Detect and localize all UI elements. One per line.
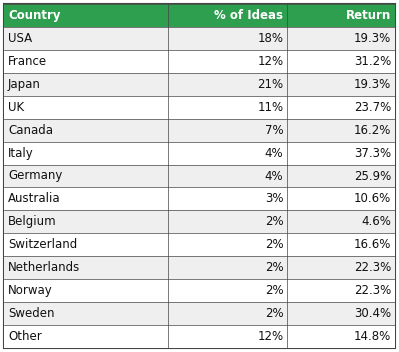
Bar	[4, 210, 395, 233]
Text: Other: Other	[8, 330, 42, 343]
Text: 31.2%: 31.2%	[354, 55, 391, 68]
Text: 30.4%: 30.4%	[354, 307, 391, 320]
Text: 11%: 11%	[257, 101, 283, 114]
Text: 19.3%: 19.3%	[354, 78, 391, 91]
Text: 4%: 4%	[265, 146, 283, 159]
Text: % of Ideas: % of Ideas	[215, 9, 283, 22]
Text: 37.3%: 37.3%	[354, 146, 391, 159]
Bar	[4, 164, 395, 188]
Text: 22.3%: 22.3%	[354, 284, 391, 297]
Text: 3%: 3%	[265, 193, 283, 206]
Bar	[4, 96, 395, 119]
Text: Sweden: Sweden	[8, 307, 55, 320]
Bar	[4, 279, 395, 302]
Text: USA: USA	[8, 32, 32, 45]
Bar	[4, 188, 395, 210]
Text: 16.2%: 16.2%	[354, 124, 391, 137]
Text: 2%: 2%	[265, 261, 283, 274]
Bar	[4, 302, 395, 325]
Text: 10.6%: 10.6%	[354, 193, 391, 206]
Text: 19.3%: 19.3%	[354, 32, 391, 45]
Text: 23.7%: 23.7%	[354, 101, 391, 114]
Bar	[4, 325, 395, 348]
Bar	[4, 119, 395, 142]
Bar	[4, 233, 395, 256]
Text: 12%: 12%	[257, 55, 283, 68]
Bar	[4, 50, 395, 73]
Text: 2%: 2%	[265, 238, 283, 251]
Text: 16.6%: 16.6%	[354, 238, 391, 251]
Text: Return: Return	[346, 9, 391, 22]
Text: 2%: 2%	[265, 284, 283, 297]
Bar	[4, 256, 395, 279]
Bar	[4, 27, 395, 50]
Text: 22.3%: 22.3%	[354, 261, 391, 274]
Text: Canada: Canada	[8, 124, 53, 137]
Text: Belgium: Belgium	[8, 215, 57, 228]
Text: 25.9%: 25.9%	[354, 170, 391, 182]
Text: Country: Country	[8, 9, 61, 22]
Text: 12%: 12%	[257, 330, 283, 343]
Text: 2%: 2%	[265, 307, 283, 320]
Text: Germany: Germany	[8, 170, 62, 182]
Bar	[4, 73, 395, 96]
Text: Japan: Japan	[8, 78, 41, 91]
Text: 7%: 7%	[265, 124, 283, 137]
Text: Switzerland: Switzerland	[8, 238, 77, 251]
Bar	[4, 4, 395, 27]
Text: UK: UK	[8, 101, 24, 114]
Text: Australia: Australia	[8, 193, 61, 206]
Text: 4%: 4%	[265, 170, 283, 182]
Text: 4.6%: 4.6%	[361, 215, 391, 228]
Text: France: France	[8, 55, 47, 68]
Text: Italy: Italy	[8, 146, 34, 159]
Text: 2%: 2%	[265, 215, 283, 228]
Text: Netherlands: Netherlands	[8, 261, 80, 274]
Text: Norway: Norway	[8, 284, 53, 297]
Bar	[4, 142, 395, 164]
Text: 21%: 21%	[257, 78, 283, 91]
Text: 18%: 18%	[257, 32, 283, 45]
Text: 14.8%: 14.8%	[354, 330, 391, 343]
